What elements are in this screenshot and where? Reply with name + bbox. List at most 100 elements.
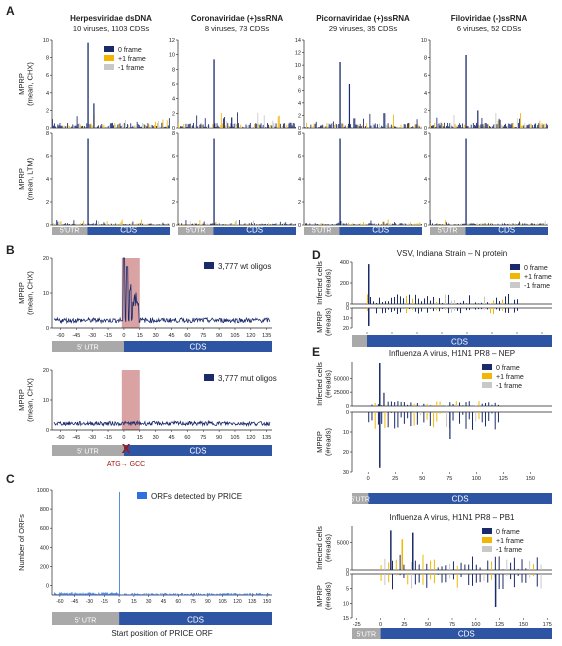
a-bot-1-bar-38 (218, 223, 220, 225)
b-wt-ytick-label-2: 20 (43, 256, 49, 262)
d-top-bar (388, 301, 389, 304)
a-top-0-bar-97 (156, 126, 157, 128)
a-bot-2-bar-45 (352, 223, 354, 225)
a-bot-3-bar-40 (472, 223, 474, 225)
panel-label-d: D (312, 248, 321, 262)
a-top-2-bar-0 (304, 127, 305, 128)
a-top-0-bar-90 (148, 124, 150, 128)
a-top-3-bar-76 (511, 123, 513, 128)
c-bar (192, 594, 193, 595)
c-bar (68, 592, 70, 595)
e2-top-bar (422, 554, 424, 570)
c-bar (227, 592, 229, 595)
c-xlabel: Start position of PRICE ORF (111, 629, 212, 638)
a-geneBar-1-cds-label: CDS (246, 226, 263, 235)
a-bot-1-bar-36 (216, 223, 218, 225)
d-bot-bar (487, 308, 488, 310)
c-bar (212, 593, 214, 595)
e1-geneBar-utr-label: 5'UTR (350, 497, 370, 504)
a-top-2-bar-50 (357, 124, 359, 128)
a-bot-2-bar-17 (322, 223, 324, 225)
a-bot-2-bar-31 (337, 223, 339, 225)
e2-bot-bar (445, 574, 447, 583)
a-top-3-ytick-label-4: 8 (424, 56, 427, 62)
a-bot-3-bar-41 (473, 223, 475, 225)
a-bot-3-bar-15 (446, 222, 447, 225)
c-bar (150, 593, 152, 595)
a-top-2-bar-46 (353, 118, 355, 128)
a-bot-3-bar-104 (541, 223, 543, 225)
c-bar (147, 593, 149, 595)
a-bot-1-bar-106 (291, 223, 293, 225)
c-bar (264, 594, 265, 595)
b-mut-legend-swatch (204, 374, 214, 381)
e1-top-bar (403, 402, 405, 406)
a-bot-0-bar-4 (56, 219, 58, 225)
e2-top-bar (521, 559, 523, 570)
e2-title: Influenza A virus, H1N1 PR8 – PB1 (390, 513, 516, 522)
e2-ylabel-top-0: Infected cells (315, 526, 324, 570)
a-bot-0-bar-57 (113, 224, 115, 225)
c-bar (72, 593, 74, 595)
a-top-2-bar-24 (329, 124, 331, 128)
c-bar (203, 593, 205, 595)
a-top-3-bar-15 (446, 125, 447, 128)
d-bot-bar (409, 308, 410, 309)
a-top-3-bar-1 (431, 125, 432, 128)
a-top-2-ytick-label-0: 0 (298, 126, 301, 132)
a-top-0-bar-84 (142, 122, 143, 128)
a-top-1-bar-88 (272, 120, 274, 128)
a-top-1-bar-18 (197, 126, 199, 128)
a-top-3-bar-58 (492, 126, 494, 128)
a-top-3-bar-80 (515, 127, 517, 128)
a-top-1-bar-83 (267, 123, 268, 128)
c-bar (209, 594, 211, 595)
e2-bot-bar (525, 574, 527, 583)
c-ytick-label-4: 800 (40, 507, 49, 513)
d-bot-bar (418, 308, 419, 314)
e2-bot-bar (483, 574, 485, 581)
d-top-bar (415, 294, 416, 304)
c-bar (119, 491, 120, 595)
c-bar (204, 594, 206, 595)
a-top-3-bar-17 (448, 126, 450, 128)
c-bar (200, 594, 202, 595)
a-bot-2-bar-21 (326, 224, 328, 225)
d-bot-bar (427, 308, 428, 313)
a-top-1-bar-11 (189, 123, 191, 128)
a-bot-1-bar-23 (202, 223, 204, 225)
d-top-bar (430, 300, 431, 304)
e1-top-bar (433, 404, 435, 406)
a-bot-2-bar-34 (340, 221, 342, 225)
a-top-0-bar-75 (132, 125, 134, 128)
c-bar (118, 593, 119, 595)
a-bot-0-bar-52 (107, 224, 109, 225)
a-bot-3-bar-95 (531, 223, 533, 225)
a-top-3-bar-70 (505, 123, 506, 128)
a-top-2-bar-49 (356, 124, 358, 128)
a-top-3-bar-24 (455, 125, 457, 128)
a-top-2-bar-26 (331, 122, 333, 128)
a-top-3-bar-50 (483, 126, 485, 128)
e2-xtick-label-3: 50 (425, 622, 431, 628)
d-top-bar (373, 301, 374, 304)
a-top-1-bar-12 (190, 126, 192, 128)
a-top-1-bar-46 (227, 123, 229, 128)
a-top-2-ytick-label-4: 8 (298, 76, 301, 82)
a-top-1-bar-73 (256, 123, 258, 128)
a-top-2-bar-67 (375, 127, 377, 128)
c-bar (91, 593, 93, 595)
a-top-0-ytick-label-3: 6 (46, 73, 49, 79)
e1-bot-bar (459, 412, 461, 424)
e1-top-bar (416, 403, 418, 406)
e2-ylabel-bottom-0: MPRP (315, 585, 324, 607)
a-top-2-bar-40 (346, 126, 348, 128)
a-top-0-ytick-label-0: 0 (46, 126, 49, 132)
c-bar (269, 594, 270, 595)
a-top-2-bar-18 (323, 126, 325, 128)
d-legend-swatch-0 (510, 264, 520, 270)
e1-top-bar (387, 401, 389, 406)
a-bot-2-bar-52 (359, 223, 361, 225)
d-top-bar (448, 294, 449, 304)
c-bar (258, 593, 259, 595)
